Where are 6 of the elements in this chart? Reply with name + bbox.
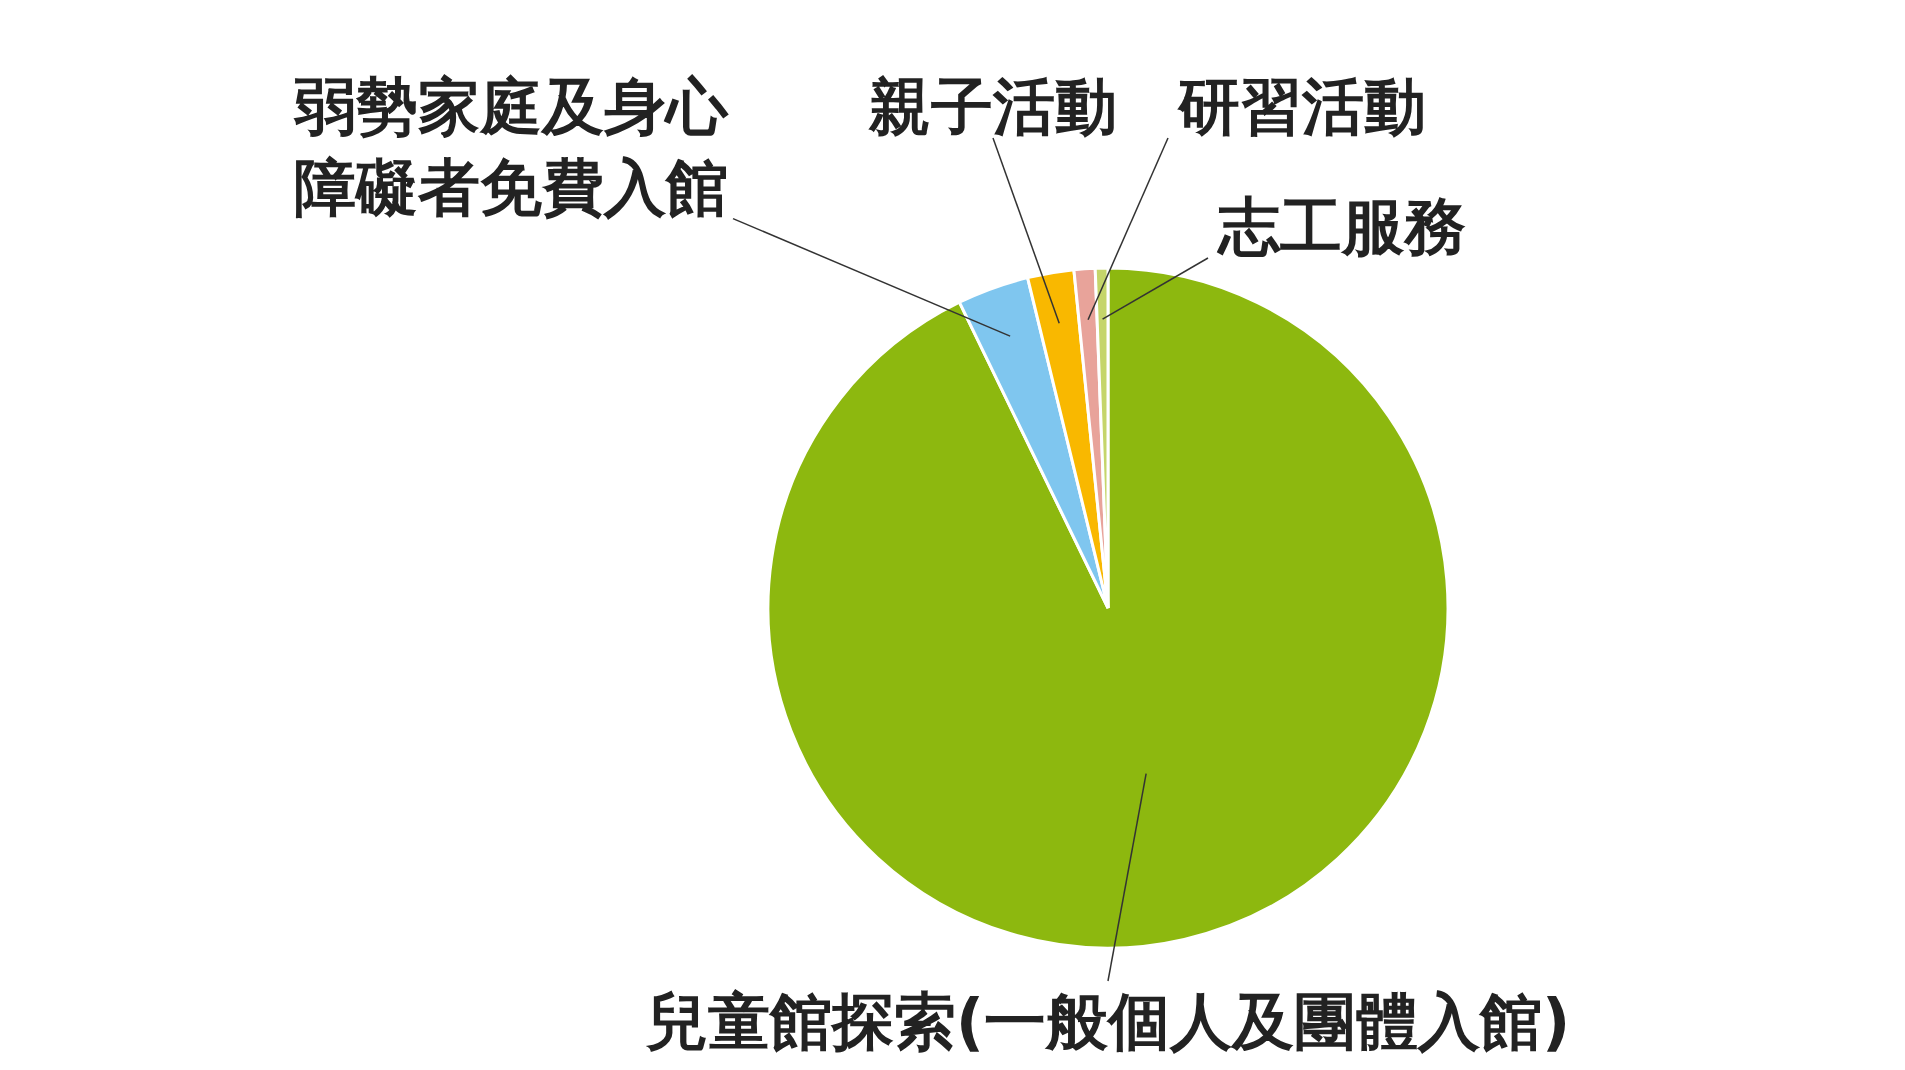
slice-label: 親子活動 — [868, 70, 1117, 143]
slice-label: 研習活動 — [1177, 70, 1426, 143]
slice-label: 弱勢家庭及身心障礙者免費入館 — [293, 70, 729, 224]
slice-label: 志工服務 — [1216, 190, 1466, 263]
slice-label: 兒童館探索(一般個人及團體入館) — [644, 985, 1571, 1058]
pie-slice — [766, 266, 1450, 950]
